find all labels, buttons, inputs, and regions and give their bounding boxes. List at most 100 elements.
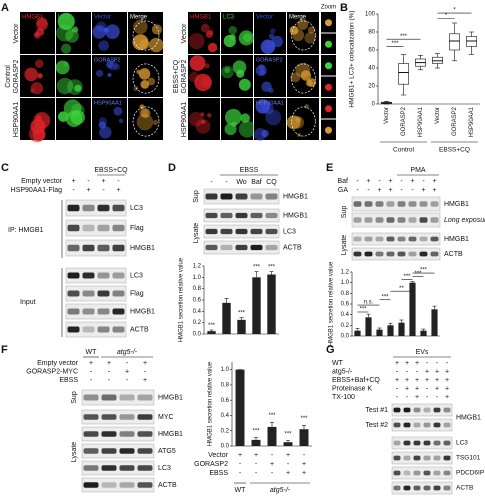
significance: ***	[208, 323, 216, 329]
blot-label: ACTB	[456, 485, 473, 492]
signal	[30, 82, 44, 95]
channel-label: Vector	[256, 15, 273, 21]
condition-sign: -	[378, 178, 381, 185]
signal	[229, 34, 236, 40]
y-tick-label: 1.0	[193, 275, 202, 281]
blot-band	[375, 251, 384, 257]
signal	[133, 19, 148, 35]
signal	[188, 33, 205, 50]
signal	[325, 40, 332, 48]
blot	[391, 466, 453, 480]
signal	[200, 23, 210, 33]
condition-sign: +	[425, 368, 429, 375]
blot-band	[119, 465, 135, 471]
section-label: Sup	[193, 190, 200, 203]
y-tick-label: 1.2	[341, 270, 350, 276]
signal	[265, 109, 282, 126]
blot	[65, 199, 127, 217]
blot-label: ATG5	[158, 448, 176, 455]
condition-sign: -	[400, 178, 403, 185]
blot	[65, 239, 127, 257]
group-label: Control	[5, 65, 12, 88]
condition-sign: -	[436, 394, 439, 401]
bar	[354, 330, 361, 336]
panel-label: C	[1, 162, 9, 174]
signal	[207, 42, 218, 53]
significance: ***	[300, 416, 308, 422]
y-tick-label: 0.0	[221, 444, 230, 450]
blot-band	[443, 455, 451, 461]
panel-label: A	[1, 2, 9, 14]
condition-sign: +	[432, 178, 436, 185]
blot-band	[433, 485, 441, 491]
condition-sign: -	[239, 470, 242, 477]
signal	[232, 60, 247, 74]
condition-sign: -	[108, 368, 111, 375]
condition-sign: +	[143, 360, 147, 367]
condition-sign: -	[422, 178, 425, 185]
blot	[351, 247, 441, 261]
blot-label: TSG101	[456, 455, 481, 462]
blot-band	[137, 431, 153, 437]
bar	[252, 277, 261, 334]
significance: **	[399, 286, 404, 292]
blot-band	[97, 326, 110, 333]
signal	[57, 12, 75, 31]
signal	[325, 19, 332, 27]
condition-sign: +	[435, 385, 439, 392]
blot-band	[397, 251, 406, 257]
lane-label: -	[225, 179, 228, 186]
condition-sign: +	[415, 360, 419, 367]
signal	[136, 113, 154, 131]
blot-band	[413, 440, 421, 446]
blot-band	[423, 440, 431, 446]
signal	[63, 61, 69, 67]
blot-band	[82, 204, 95, 212]
condition-sign: -	[90, 377, 93, 384]
y-tick-label: 0.2	[193, 320, 202, 326]
condition-label: GORASP2-MYC	[26, 368, 78, 375]
condition-sign: -	[426, 385, 429, 392]
blot-label: LC3	[456, 440, 468, 447]
bar	[420, 330, 427, 336]
blot-band	[265, 193, 278, 200]
blot-band	[112, 290, 125, 297]
signal	[36, 18, 49, 31]
bar	[409, 282, 416, 336]
channel-label: Vector	[94, 15, 111, 21]
signal	[55, 60, 70, 75]
signal	[72, 26, 79, 33]
blot-band	[413, 485, 421, 491]
signal	[99, 126, 112, 139]
significance: ***	[359, 307, 367, 313]
signal	[208, 29, 214, 35]
signal	[35, 59, 44, 68]
signal	[238, 78, 251, 91]
signal	[105, 60, 114, 69]
condition-sign: -	[396, 385, 399, 392]
signal	[325, 83, 332, 91]
bar	[222, 302, 231, 334]
y-tick-label: 1.0	[341, 280, 350, 286]
micrograph	[188, 98, 220, 140]
blot-band	[353, 201, 362, 207]
section-label: Input	[20, 299, 36, 306]
blot-band	[430, 201, 439, 207]
blot	[391, 436, 453, 450]
blot-label: HMGB1	[283, 212, 308, 219]
section-label: Lysate	[193, 223, 200, 243]
box	[398, 63, 409, 85]
condition-label: EBSS	[59, 377, 78, 384]
x-tick-label: Vector	[435, 107, 441, 124]
condition-sign: +	[435, 377, 439, 384]
signal	[132, 34, 149, 51]
y-tick-label: 20	[368, 84, 375, 90]
condition-sign: +	[388, 178, 392, 185]
significance: ***	[403, 274, 411, 280]
bar	[207, 331, 216, 334]
blot-band	[423, 422, 431, 428]
row-label: GORASP2	[13, 59, 20, 93]
group-label: EBSS+CQ	[173, 59, 180, 93]
signal	[95, 69, 104, 77]
condition-sign: -	[72, 187, 75, 194]
